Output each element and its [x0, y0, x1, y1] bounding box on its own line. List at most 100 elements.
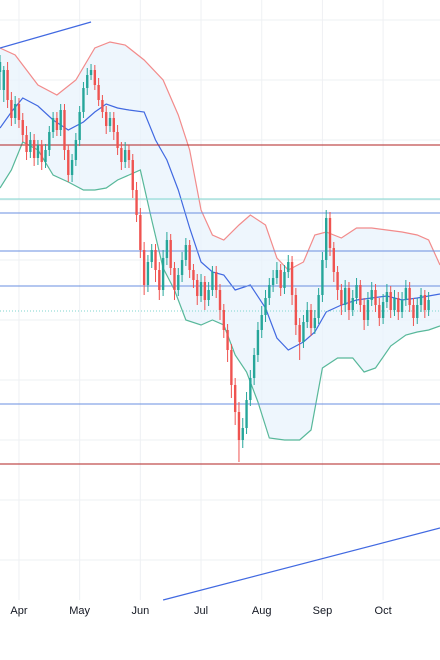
candle	[29, 132, 32, 158]
candle-body	[101, 100, 104, 112]
candle-body	[359, 285, 362, 305]
x-tick-label: Aug	[252, 605, 272, 617]
bollinger-fill	[0, 42, 440, 440]
candle-body	[123, 150, 127, 162]
candle	[173, 262, 176, 300]
candle-body	[169, 240, 172, 268]
candle	[245, 392, 248, 434]
candle	[268, 278, 271, 305]
candle	[328, 212, 332, 256]
candle	[32, 134, 36, 166]
candle-body	[249, 378, 252, 400]
candle-body	[177, 275, 180, 290]
candle-body	[419, 295, 423, 305]
candle-body	[332, 248, 335, 272]
candle	[374, 284, 377, 312]
candle-body	[340, 290, 343, 305]
candle-body	[416, 305, 419, 318]
candle-body	[343, 288, 347, 305]
candle	[385, 284, 389, 308]
candle	[275, 262, 279, 284]
candle	[400, 292, 404, 318]
candle-body	[211, 272, 214, 290]
x-tick-label: Sep	[313, 605, 333, 617]
candle	[135, 182, 138, 222]
candle	[241, 418, 244, 448]
candle	[165, 232, 169, 265]
candle	[150, 244, 153, 268]
candle	[226, 324, 229, 362]
candle	[264, 290, 267, 322]
candle	[237, 402, 241, 462]
candle-body	[325, 218, 328, 260]
candle	[343, 280, 347, 312]
candle	[298, 318, 301, 360]
candle-body	[215, 272, 218, 290]
candle	[146, 255, 150, 292]
candle-body	[196, 280, 199, 296]
candle-body	[404, 288, 408, 300]
candle-body	[256, 330, 260, 355]
candle	[67, 145, 70, 182]
candle-body	[355, 285, 358, 298]
candle-body	[260, 315, 263, 330]
candle-body	[393, 298, 396, 310]
bollinger-lower-line	[0, 141, 440, 441]
candle	[199, 274, 203, 302]
candle-body	[97, 85, 100, 100]
candle-body	[192, 270, 195, 280]
candle	[393, 290, 396, 316]
candle	[419, 288, 423, 312]
x-tick-label: Oct	[375, 605, 392, 617]
candle-body	[51, 118, 55, 132]
candle	[180, 252, 184, 282]
candle-body	[347, 288, 351, 310]
candle-body	[351, 298, 354, 310]
candle	[321, 252, 324, 302]
candle-body	[271, 278, 275, 285]
candle-body	[154, 250, 157, 270]
candle	[325, 210, 328, 268]
candle-body	[74, 140, 78, 160]
candle	[359, 280, 362, 312]
x-tick-label: Apr	[10, 605, 27, 617]
candle	[154, 244, 157, 282]
candle	[381, 294, 385, 324]
candle-body	[302, 322, 305, 342]
candle	[260, 306, 263, 338]
candle-body	[188, 245, 191, 270]
candle	[184, 238, 188, 266]
candle	[294, 288, 298, 335]
candle-body	[184, 245, 188, 260]
x-tick-label: May	[69, 605, 90, 617]
candle	[203, 276, 207, 310]
candle-body	[222, 310, 225, 330]
candle-body	[70, 160, 74, 175]
trendline	[0, 21, 92, 49]
candle-body	[120, 148, 123, 162]
candle	[177, 268, 180, 296]
candle	[44, 144, 47, 168]
candle-body	[29, 140, 32, 152]
candle-body	[378, 305, 381, 318]
x-tick-label: Jul	[194, 605, 208, 617]
candle-body	[290, 262, 294, 295]
candle-body	[55, 118, 59, 130]
candle-body	[237, 412, 241, 440]
candle-body	[82, 88, 85, 112]
candle	[218, 284, 222, 320]
trendlines	[0, 21, 440, 601]
candle	[336, 266, 339, 300]
candle-body	[268, 285, 271, 298]
candle	[55, 112, 59, 136]
candle-body	[400, 300, 404, 312]
candle-body	[108, 118, 112, 126]
candle	[317, 288, 320, 324]
candle	[188, 240, 191, 278]
candle-body	[78, 112, 81, 140]
candle-body	[10, 100, 13, 118]
candle	[416, 298, 419, 324]
candle	[127, 145, 131, 168]
candle-body	[423, 295, 427, 310]
candle	[158, 262, 161, 300]
